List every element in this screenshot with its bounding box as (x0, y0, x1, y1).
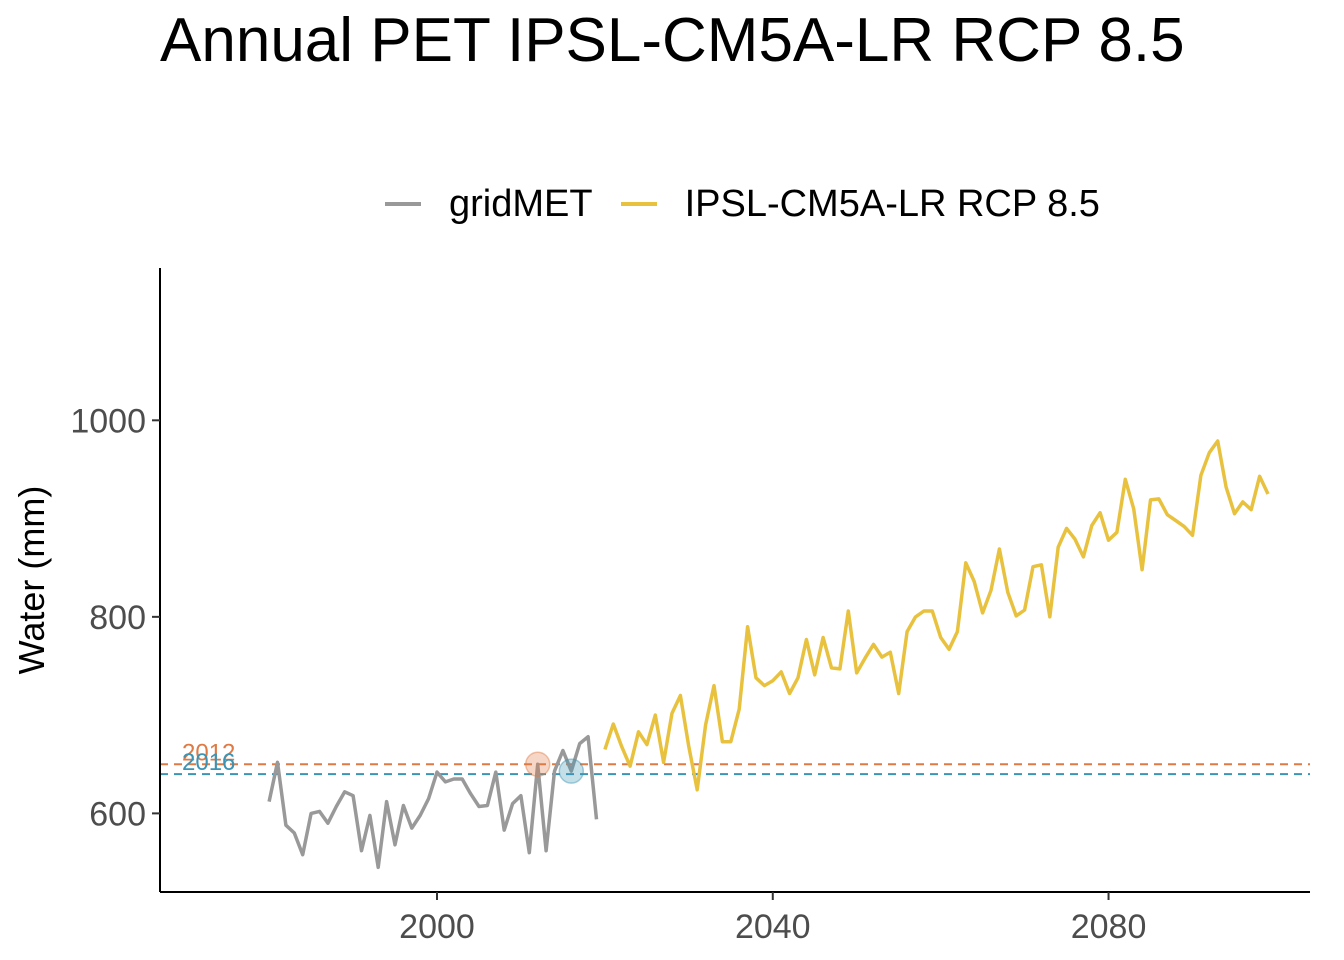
legend-label-gridmet: gridMET (449, 182, 593, 225)
series-line-ipsl-cm5a-lr-rcp-8-5 (603, 439, 1270, 792)
y-tick-label: 800 (89, 599, 146, 637)
year-markers (524, 751, 585, 784)
chart-title: Annual PET IPSL-CM5A-LR RCP 8.5 (160, 6, 1185, 75)
reference-label-2012: 2012 (182, 739, 235, 766)
legend-item-gridmet: gridMET (385, 183, 593, 226)
marker-2012 (524, 751, 551, 778)
series-lines (267, 439, 1270, 870)
y-tick-label: 600 (89, 795, 146, 833)
x-tick-label: 2000 (399, 908, 475, 946)
legend-key-gridmet (385, 202, 421, 206)
y-axis-ticks: 600 800 1000 (70, 402, 160, 833)
y-axis-title: Water (mm) (11, 486, 52, 675)
x-tick-label: 2080 (1071, 908, 1147, 946)
x-tick-label: 2040 (735, 908, 811, 946)
marker-2016 (558, 758, 585, 784)
legend-label-ipsl: IPSL-CM5A-LR RCP 8.5 (684, 182, 1100, 225)
legend: gridMET IPSL-CM5A-LR RCP 8.5 (385, 180, 1128, 228)
legend-key-ipsl (620, 202, 657, 206)
legend-item-ipsl: IPSL-CM5A-LR RCP 8.5 (620, 182, 1100, 226)
x-axis-ticks: 2000 2040 2080 (399, 892, 1146, 946)
reference-label-2016: 2016 (182, 749, 235, 776)
y-tick-label: 1000 (70, 402, 146, 440)
series-line-gridmet (267, 734, 599, 870)
